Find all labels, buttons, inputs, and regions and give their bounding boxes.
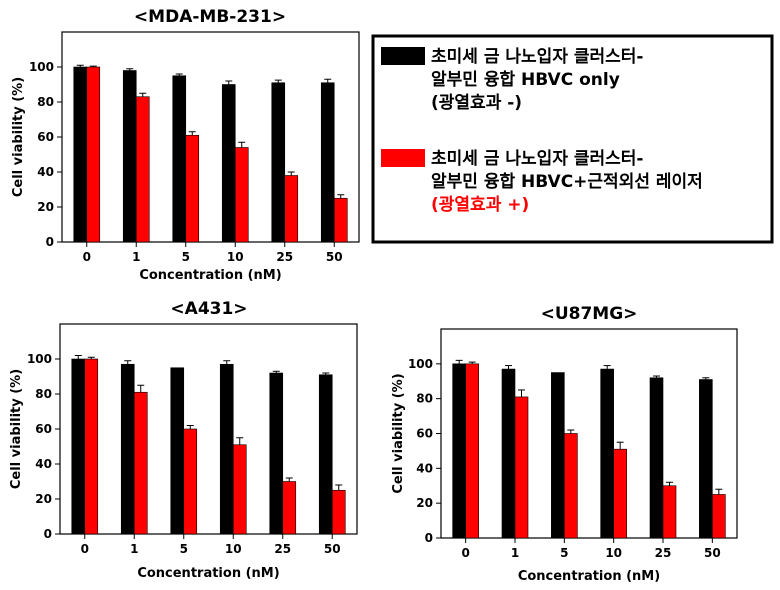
chart-1-bar-s1-1 [122,70,137,243]
chart-1-bar-s1-0 [73,66,88,243]
chart-3-bar-s1-10 [600,368,614,539]
chart-2-bar-s2-25 [282,481,297,535]
chart-2-bar-s1-0 [71,358,86,535]
chart-2-xtick-label: 25 [274,542,291,556]
chart-1-ytick-label: 100 [29,60,54,74]
chart-3-bar-s1-1 [501,368,516,539]
chart-1-bar-s1-10 [221,84,236,243]
chart-mda-mb-231: <MDA-MB-231> 0 20 40 60 80 100 0 1 5 10 25 50 Concent… [11,7,360,283]
legend-swatch-black [381,47,425,65]
chart-1-bar-s1-50 [320,82,335,243]
legend-entry-1-line-3: (광열효과 -) [431,93,522,113]
chart-3-xtick-label: 25 [655,546,672,560]
chart-u87mg: <U87MG> 0 20 40 60 80 100 0 1 5 10 25 50 Concentratio… [391,304,738,584]
chart-1-bar-s2-1 [135,96,150,243]
chart-2-xtick-label: 1 [130,542,138,556]
chart-1-xtick-label: 5 [182,250,190,264]
chart-1-plot-frame [61,31,360,243]
legend-box: 초미세 금 나노입자 클러스터- 알부민 융합 HBVC only (광열효과 … [371,34,774,244]
chart-2-plot-frame [59,323,358,535]
chart-2-bar-s2-1 [133,391,148,535]
chart-2-ytick-label: 20 [35,492,52,506]
chart-2-ytick-label: 0 [44,527,52,541]
chart-2-bar-s1-1 [120,363,135,535]
chart-3-bar-s1-5 [551,372,565,539]
chart-3-bar-s1-0 [452,363,466,539]
chart-2-ytick-label: 60 [35,422,52,436]
chart-1-bar-s2-5 [185,134,200,243]
chart-3-bar-s2-1 [514,396,529,539]
chart-2-xtick-label: 50 [324,542,341,556]
chart-2-bar-s2-5 [183,428,198,535]
chart-1-xtick-label: 25 [276,250,293,264]
chart-3-bar-s1-50 [699,379,713,539]
chart-1-ytick-label: 60 [37,130,54,144]
chart-3-bar-s2-5 [564,433,578,539]
chart-1-ylabel: Cell viability (%) [11,77,26,197]
chart-1-bar-s1-25 [271,82,286,243]
chart-1-xlabel: Concentration (nM) [139,268,281,283]
chart-3-plot-frame [440,328,738,539]
chart-2-bar-s1-5 [170,367,185,535]
chart-a431: <A431> 0 20 40 60 80 100 0 1 5 10 25 50 Concentration… [9,299,358,581]
chart-2-bar-s1-50 [318,374,333,535]
chart-3-bar-s2-0 [465,363,479,539]
chart-2-xtick-label: 10 [225,542,242,556]
chart-3-ytick-label: 100 [408,357,433,371]
chart-3-bar-s1-25 [649,377,664,539]
chart-2-bar-s2-0 [84,358,99,535]
chart-3-xtick-label: 10 [605,546,622,560]
chart-2-ylabel: Cell viability (%) [9,369,24,489]
chart-2-ytick-label: 40 [35,457,52,471]
chart-3-xtick-label: 5 [560,546,568,560]
chart-1-bar-s2-10 [234,147,249,243]
chart-3-ytick-label: 60 [416,427,433,441]
chart-3-xtick-label: 0 [461,546,469,560]
chart-1-ytick-label: 80 [37,95,54,109]
chart-2-ytick-label: 80 [35,387,52,401]
chart-3-ytick-label: 20 [416,496,433,510]
chart-1-xtick-label: 10 [227,250,244,264]
chart-3-title: <U87MG> [541,304,638,324]
legend-entry-2-line-3: (광열효과 +) [431,195,529,215]
chart-1-bar-s2-25 [284,175,299,243]
chart-3-ylabel: Cell viability (%) [391,373,406,493]
chart-2-xtick-label: 0 [81,542,89,556]
chart-1-title: <MDA-MB-231> [134,7,286,27]
chart-3-xlabel: Concentration (nM) [518,569,660,584]
chart-1-xtick-label: 50 [326,250,343,264]
chart-3-ytick-label: 80 [416,392,433,406]
chart-1-ytick-label: 0 [46,235,54,249]
chart-3-ytick-label: 40 [416,461,433,475]
chart-2-ytick-label: 100 [27,352,52,366]
chart-1-bar-s2-0 [86,66,101,243]
chart-3-bar-s2-50 [712,494,726,539]
chart-2-bar-s2-10 [232,444,247,535]
chart-2-bar-s1-10 [219,363,234,535]
legend-entry-2-line-1: 초미세 금 나노입자 클러스터- [431,149,644,169]
chart-3-ytick-label: 0 [425,531,433,545]
chart-1-xtick-label: 1 [132,250,140,264]
chart-2-title: <A431> [170,299,247,319]
legend-entry-1-line-1: 초미세 금 나노입자 클러스터- [431,47,644,67]
legend-entry-1-line-2: 알부민 융합 HBVC only [431,69,620,90]
legend-frame [371,34,774,244]
chart-2-bar-s2-50 [331,489,346,535]
chart-3-xtick-label: 50 [704,546,721,560]
chart-3-bar-s2-25 [662,485,677,539]
chart-1-bar-s2-50 [333,197,348,243]
chart-1-ytick-label: 40 [37,165,54,179]
legend-swatch-red [381,149,425,167]
chart-2-xlabel: Concentration (nM) [137,566,279,581]
chart-1-bar-s1-5 [172,75,187,243]
chart-1-xtick-label: 0 [83,250,91,264]
chart-3-xtick-label: 1 [511,546,519,560]
chart-1-ytick-label: 20 [37,200,54,214]
chart-3-bar-s2-10 [613,448,627,539]
chart-2-bar-s1-25 [269,372,284,535]
legend-entry-2-line-2: 알부민 융합 HBVC+근적외선 레이저 [431,171,703,192]
chart-2-xtick-label: 5 [180,542,188,556]
